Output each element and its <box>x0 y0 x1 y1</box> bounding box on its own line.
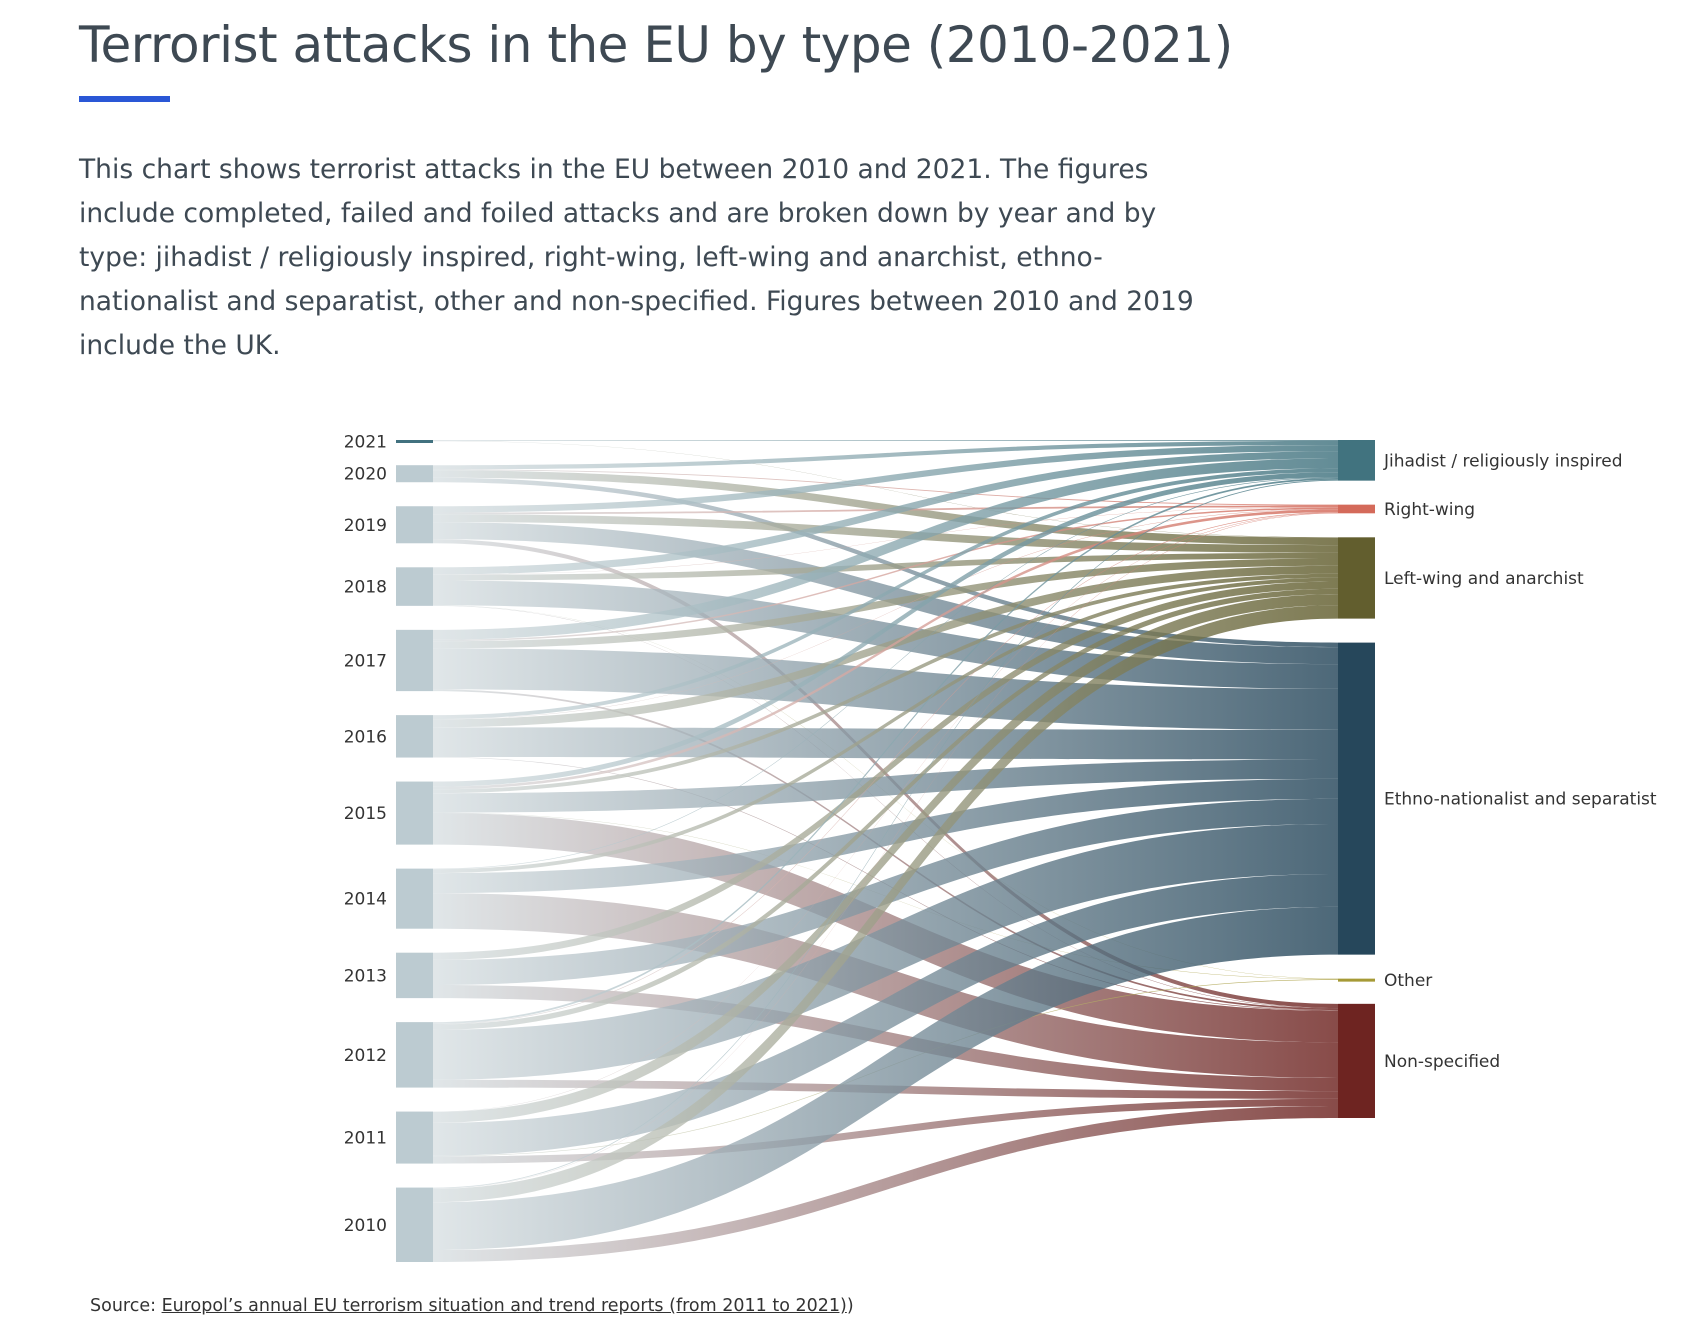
link-2014-0[interactable] <box>433 477 1338 870</box>
year-node-2021[interactable] <box>396 440 433 443</box>
year-label-2010: 2010 <box>344 1216 387 1236</box>
link-2017-3[interactable] <box>433 648 1338 730</box>
year-label-2014: 2014 <box>344 890 387 910</box>
link-2011-3[interactable] <box>433 873 1338 1156</box>
type-label-3: Ethno-nationalist and separatist <box>1384 790 1657 810</box>
link-2014-2[interactable] <box>433 577 1338 874</box>
link-2012-1[interactable] <box>433 512 1338 1025</box>
year-label-2019: 2019 <box>344 516 387 536</box>
link-2014-5[interactable] <box>433 893 1338 1078</box>
link-2019-2[interactable] <box>433 514 1338 553</box>
title-underline <box>79 96 170 102</box>
link-2020-3[interactable] <box>433 477 1338 648</box>
link-2015-2[interactable] <box>433 573 1338 794</box>
link-2019-0[interactable] <box>433 445 1338 513</box>
year-node-2012[interactable] <box>396 1022 433 1088</box>
page-title: Terrorist attacks in the EU by type (201… <box>79 16 1233 74</box>
link-2016-2[interactable] <box>433 565 1338 728</box>
link-2016-0[interactable] <box>433 468 1338 720</box>
link-2018-2[interactable] <box>433 552 1338 581</box>
year-label-2011: 2011 <box>344 1129 387 1149</box>
link-2020-2[interactable] <box>433 470 1338 546</box>
link-2013-5[interactable] <box>433 984 1338 1092</box>
link-2020-1[interactable] <box>433 469 1338 506</box>
year-node-2014[interactable] <box>396 868 433 929</box>
year-label-2016: 2016 <box>344 727 387 747</box>
type-label-2: Left-wing and anarchist <box>1384 569 1584 589</box>
link-2012-2[interactable] <box>433 588 1338 1030</box>
year-label-2018: 2018 <box>344 578 387 598</box>
link-2014-3[interactable] <box>433 778 1338 894</box>
link-2013-2[interactable] <box>433 581 1338 960</box>
type-label-0: Jihadist / religiously inspired <box>1383 451 1623 471</box>
link-layer <box>433 440 1338 1262</box>
link-2012-3[interactable] <box>433 824 1338 1080</box>
link-2020-0[interactable] <box>433 440 1338 470</box>
link-2012-0[interactable] <box>433 477 1338 1024</box>
source-link[interactable]: Europol’s annual EU terrorism situation … <box>161 1296 847 1316</box>
link-2013-3[interactable] <box>433 798 1338 985</box>
year-label-2021: 2021 <box>344 433 387 453</box>
label-layer: 2021 2020 2019 2018 2017 2016 2015 2014 2013 2012… <box>344 433 1657 1236</box>
year-node-2018[interactable] <box>396 567 433 606</box>
link-2018-1[interactable] <box>433 507 1338 575</box>
type-node-0[interactable] <box>1338 440 1375 481</box>
link-2021-2[interactable] <box>433 440 1338 538</box>
type-node-3[interactable] <box>1338 642 1375 955</box>
year-node-2020[interactable] <box>396 465 433 483</box>
link-2016-3[interactable] <box>433 727 1338 760</box>
link-2015-1[interactable] <box>433 509 1338 790</box>
year-node-2019[interactable] <box>396 506 433 544</box>
type-label-5: Non-specified <box>1384 1052 1500 1072</box>
link-2017-2[interactable] <box>433 558 1338 649</box>
link-2017-5[interactable] <box>433 689 1338 1011</box>
link-2011-5[interactable] <box>433 1098 1338 1164</box>
year-label-2017: 2017 <box>344 651 387 671</box>
link-2010-5[interactable] <box>433 1106 1338 1262</box>
link-2010-0[interactable] <box>433 479 1338 1189</box>
year-label-2012: 2012 <box>344 1046 387 1066</box>
node-layer <box>396 440 1375 1262</box>
link-2018-0[interactable] <box>433 451 1338 575</box>
type-node-1[interactable] <box>1338 504 1375 514</box>
year-node-2013[interactable] <box>396 952 433 999</box>
link-2021-0[interactable] <box>433 440 1338 441</box>
source-note: Source: Europol’s annual EU terrorism si… <box>90 1296 854 1316</box>
link-2010-2[interactable] <box>433 605 1338 1203</box>
link-2017-1[interactable] <box>433 507 1338 642</box>
year-label-2013: 2013 <box>344 966 387 986</box>
chart-description: This chart shows terrorist attacks in th… <box>79 154 1194 361</box>
source-suffix: ) <box>846 1296 854 1316</box>
year-node-2010[interactable] <box>396 1187 433 1262</box>
year-label-2015: 2015 <box>344 804 387 824</box>
source-prefix: Source: <box>90 1296 162 1316</box>
type-node-2[interactable] <box>1338 537 1375 619</box>
year-node-2016[interactable] <box>396 715 433 758</box>
link-2011-2[interactable] <box>433 594 1338 1123</box>
link-2010-1[interactable] <box>433 513 1338 1189</box>
type-label-4: Other <box>1384 971 1432 991</box>
year-node-2017[interactable] <box>396 629 433 692</box>
link-2015-0[interactable] <box>433 472 1338 787</box>
type-label-1: Right-wing <box>1384 500 1475 520</box>
link-2018-3[interactable] <box>433 580 1338 689</box>
year-label-2020: 2020 <box>344 465 387 485</box>
type-node-5[interactable] <box>1338 1003 1375 1118</box>
link-2015-3[interactable] <box>433 759 1338 813</box>
year-node-2015[interactable] <box>396 781 433 845</box>
link-2017-0[interactable] <box>433 458 1338 640</box>
type-node-4[interactable] <box>1338 978 1375 982</box>
year-node-2011[interactable] <box>396 1111 433 1164</box>
link-2010-3[interactable] <box>433 906 1338 1251</box>
link-2011-1[interactable] <box>433 512 1338 1112</box>
link-2016-1[interactable] <box>433 509 1338 720</box>
